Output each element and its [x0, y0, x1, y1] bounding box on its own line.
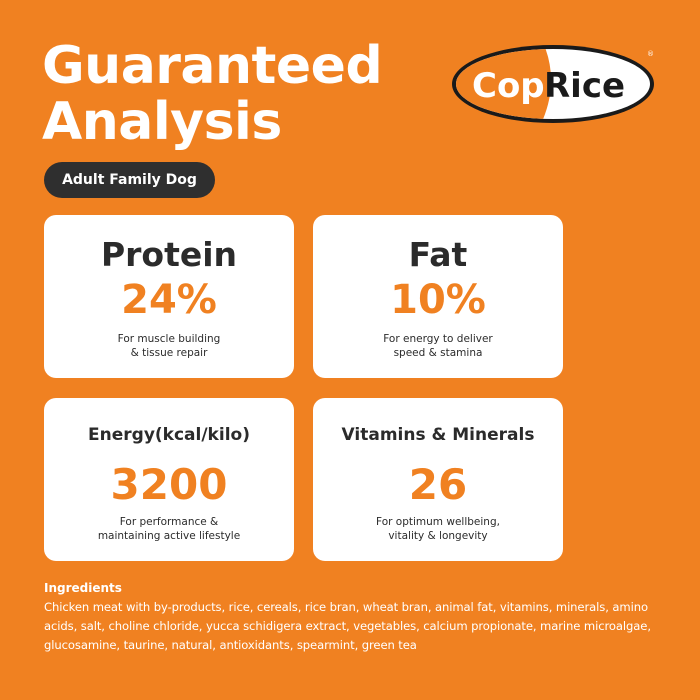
card-value: 24%: [121, 277, 217, 323]
page-title: Guaranteed Analysis: [42, 36, 383, 152]
energy-card: Energy(kcal/kilo) 3200 For performance &…: [44, 398, 294, 561]
coprice-logo: Cop Rice ®: [452, 45, 654, 123]
card-value: 10%: [390, 277, 486, 323]
card-title: Vitamins & Minerals: [341, 425, 535, 445]
card-title: Fat: [408, 235, 468, 274]
product-badge: Adult Family Dog: [44, 162, 215, 198]
card-title: Energy(kcal/kilo): [88, 425, 250, 445]
ingredients-heading: Ingredients: [44, 581, 122, 595]
card-title: Protein: [100, 235, 238, 274]
fat-card: Fat 10% For energy to deliver speed & st…: [313, 215, 563, 378]
card-desc: For performance & maintaining active lif…: [97, 516, 241, 542]
ingredients-text: Chicken meat with by-products, rice, cer…: [44, 600, 651, 652]
card-desc: For optimum wellbeing, vitality & longev…: [376, 516, 500, 542]
registered-mark: ®: [647, 50, 654, 58]
title-line-1: Guaranteed: [42, 36, 383, 96]
card-desc: For energy to deliver speed & stamina: [383, 333, 493, 359]
logo-text-left: Cop: [472, 66, 545, 106]
protein-card: Protein 24% For muscle building & tissue…: [44, 215, 294, 378]
vitamins-card: Vitamins & Minerals 26 For optimum wellb…: [313, 398, 563, 561]
title-line-2: Analysis: [42, 92, 282, 152]
card-value: 3200: [110, 460, 228, 509]
ingredients-section: Ingredients Chicken meat with by-product…: [44, 581, 684, 655]
logo-text-right: Rice: [544, 66, 625, 106]
card-desc: For muscle building & tissue repair: [117, 333, 221, 359]
card-value: 26: [408, 460, 468, 509]
